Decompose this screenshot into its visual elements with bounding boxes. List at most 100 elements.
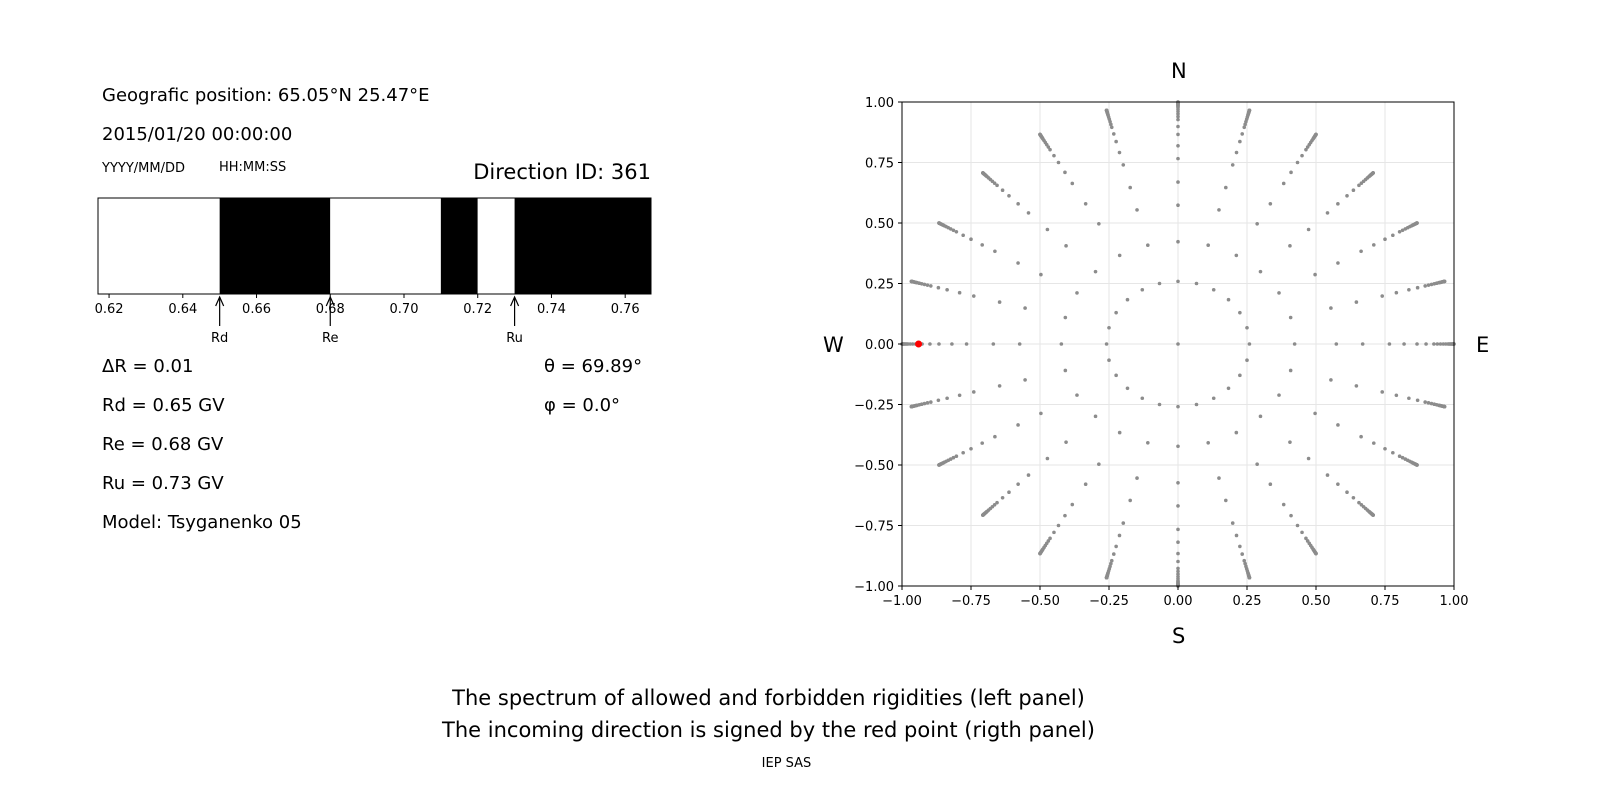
direction-point xyxy=(1176,404,1180,409)
direction-point xyxy=(1391,233,1395,238)
direction-point xyxy=(1354,300,1359,304)
direction-point xyxy=(1234,253,1239,258)
spectrum-tick-label: 0.76 xyxy=(611,302,640,317)
direction-point xyxy=(981,513,985,517)
credit-label: IEP SAS xyxy=(761,756,812,771)
direction-point xyxy=(1023,378,1027,382)
direction-point xyxy=(1176,527,1180,532)
direction-point xyxy=(1140,396,1145,401)
direction-point xyxy=(1114,310,1118,315)
direction-point xyxy=(1176,559,1180,564)
direction-point xyxy=(1234,430,1239,435)
direction-point xyxy=(1336,202,1340,206)
direction-point xyxy=(1306,227,1311,232)
direction-point xyxy=(951,455,956,460)
direction-point xyxy=(1415,342,1419,346)
direction-point xyxy=(1429,282,1434,287)
direction-point xyxy=(937,221,941,225)
spectrum-segment-allowed xyxy=(330,198,441,294)
direction-point xyxy=(1288,244,1292,248)
marker-arrowhead-ru xyxy=(510,295,520,307)
direction-point xyxy=(1407,287,1411,292)
direction-point xyxy=(1176,117,1180,122)
spectrum-tick-label: 0.66 xyxy=(242,302,271,317)
x-tick-label: 0.25 xyxy=(1233,594,1262,609)
direction-point xyxy=(1176,114,1180,119)
direction-point xyxy=(1157,281,1162,286)
direction-point xyxy=(1083,482,1088,487)
direction-point xyxy=(1234,150,1239,155)
direction-point xyxy=(1423,284,1427,288)
direction-point xyxy=(1300,153,1304,158)
direction-point xyxy=(1336,261,1340,265)
direction-point xyxy=(1288,368,1293,373)
direction-point xyxy=(1070,181,1075,186)
direction-point xyxy=(1336,423,1340,427)
direction-point xyxy=(1245,325,1249,330)
direction-point xyxy=(1157,402,1162,407)
direction-point xyxy=(1258,269,1263,274)
direction-point xyxy=(1063,170,1067,175)
direction-point xyxy=(1329,378,1333,382)
marker-label-ru: Ru xyxy=(506,331,523,346)
marker-arrowhead-re xyxy=(325,295,335,307)
direction-point xyxy=(1424,342,1428,346)
model-name: Model: Tsyganenko 05 xyxy=(102,512,302,533)
direction-point xyxy=(1056,160,1061,165)
direction-point xyxy=(1247,108,1252,113)
direction-point xyxy=(1371,243,1376,247)
direction-point xyxy=(964,342,969,346)
direction-point xyxy=(1277,393,1281,397)
direction-point xyxy=(995,500,999,505)
direction-point xyxy=(991,342,996,346)
direction-point xyxy=(1117,150,1122,155)
direction-point xyxy=(1140,287,1145,292)
direction-point xyxy=(925,401,930,405)
direction-point xyxy=(1295,523,1300,528)
direction-point xyxy=(1394,393,1399,398)
direction-point xyxy=(1400,228,1405,233)
direction-point xyxy=(1371,441,1376,445)
direction-point xyxy=(1114,139,1118,144)
direction-point xyxy=(1314,551,1318,556)
direction-point xyxy=(1026,473,1031,477)
direction-point xyxy=(1146,243,1150,248)
direction-point xyxy=(1176,203,1180,207)
datetime: 2015/01/20 00:00:00 xyxy=(102,124,293,145)
spectrum-tick-label: 0.74 xyxy=(537,302,566,317)
direction-point xyxy=(1114,544,1118,549)
direction-point xyxy=(1104,342,1109,346)
direction-point xyxy=(1357,500,1361,505)
direction-point xyxy=(1176,504,1180,508)
direction-point xyxy=(1176,540,1180,545)
delta-r-value: ΔR = 0.01 xyxy=(102,356,194,377)
direction-point xyxy=(1360,342,1365,346)
direction-point xyxy=(1064,244,1068,248)
spectrum-segment-forbidden xyxy=(514,198,651,294)
spectrum-frame xyxy=(97,197,652,295)
direction-point xyxy=(922,401,927,406)
direction-point xyxy=(971,390,976,394)
direction-point xyxy=(1176,481,1180,485)
direction-point xyxy=(997,300,1002,304)
direction-point xyxy=(1038,551,1042,556)
direction-point xyxy=(1107,358,1111,363)
direction-point xyxy=(961,450,965,455)
direction-point xyxy=(1117,253,1122,258)
y-tick-label: −1.00 xyxy=(854,580,894,595)
direction-point xyxy=(1045,456,1050,461)
direction-point xyxy=(1016,482,1020,486)
direction-id: Direction ID: 361 xyxy=(473,160,651,184)
direction-point xyxy=(1402,342,1406,346)
direction-point xyxy=(1277,291,1281,295)
direction-point xyxy=(1223,185,1228,190)
direction-point xyxy=(1391,450,1395,455)
direction-point xyxy=(1007,490,1011,494)
direction-point xyxy=(1325,473,1330,477)
direction-point xyxy=(1176,279,1180,284)
direction-point xyxy=(1097,462,1101,467)
north-label: N xyxy=(1171,59,1187,83)
direction-point xyxy=(1295,160,1300,165)
direction-point xyxy=(922,282,927,287)
direction-point xyxy=(1104,108,1109,113)
